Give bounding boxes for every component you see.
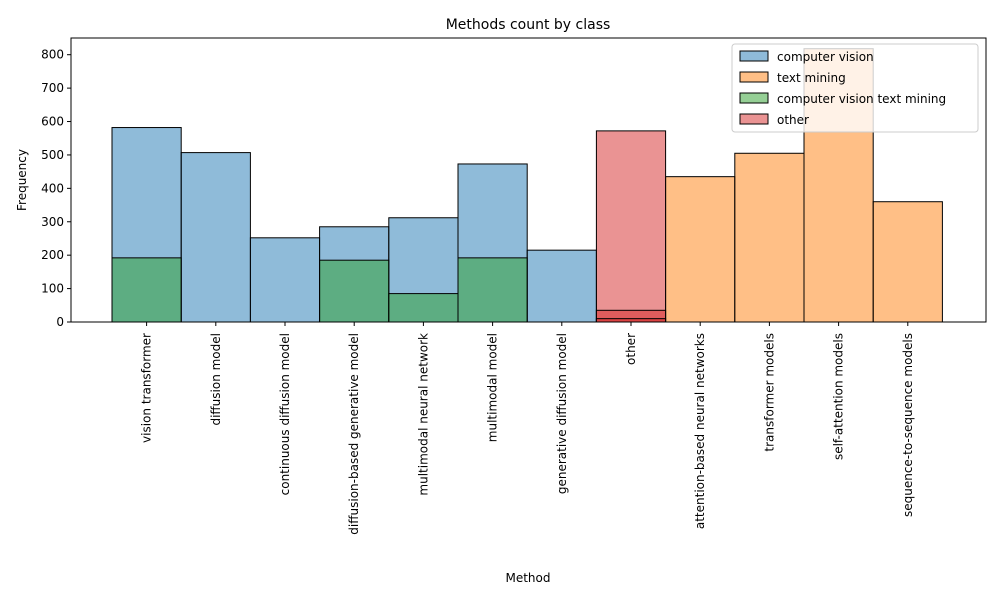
x-tick-label-0: vision transformer [140, 333, 154, 443]
x-tick-label-9: transformer models [762, 333, 776, 452]
bar-computer-vision-2 [249, 237, 321, 323]
legend-swatch-1 [739, 71, 769, 83]
x-tick-label-2: continuous diffusion model [278, 333, 292, 495]
bar-computer-vision-text-mining-3 [319, 259, 390, 323]
legend-label-3: other [777, 113, 809, 127]
bar-computer-vision-text-mining-5 [457, 257, 528, 323]
y-tick-label-400: 400 [41, 181, 64, 195]
x-tick-label-11: sequence-to-sequence models [901, 333, 915, 517]
x-tick-label-10: self-attention models [832, 333, 846, 460]
y-tick-label-100: 100 [41, 282, 64, 296]
y-tick-label-800: 800 [41, 48, 64, 62]
y-tick-label-700: 700 [41, 81, 64, 95]
legend-swatch-3 [739, 113, 769, 125]
legend-label-0: computer vision [777, 50, 874, 64]
x-axis-label: Method [505, 571, 550, 585]
y-axis-label: Frequency [15, 149, 29, 211]
legend-label-2: computer vision text mining [777, 92, 946, 106]
axes-layer: 0 100 200 300 400 500 600 700 800 vision transfor… [41, 37, 987, 535]
legend-box [731, 43, 979, 133]
bar-computer-vision-6 [526, 249, 597, 323]
bar-text-mining-11 [872, 201, 943, 323]
legend-swatch-2 [739, 92, 769, 104]
y-tick-label-0: 0 [56, 315, 64, 329]
x-tick-label-6: generative diffusion model [555, 333, 569, 494]
bar-computer-vision-text-mining-4 [388, 293, 459, 323]
x-tick-label-4: multimodal neural network [416, 333, 430, 496]
bar-other-7 [595, 130, 667, 323]
bar-computer-vision-1 [180, 152, 251, 323]
legend-label-1: text mining [777, 71, 846, 85]
bar-computer-vision-text-mining-0 [111, 257, 182, 323]
bar-text-mining-8 [665, 176, 736, 323]
x-tick-label-5: multimodal model [486, 333, 500, 442]
legend-swatch-0 [739, 50, 769, 62]
x-tick-label-3: diffusion-based generative model [347, 333, 361, 535]
x-tick-label-1: diffusion model [209, 333, 223, 426]
legend: computer vision text mining computer visio… [731, 43, 979, 133]
overlay-bar-0-1 [595, 318, 667, 323]
bar-text-mining-9 [734, 152, 805, 323]
y-tick-label-500: 500 [41, 148, 64, 162]
y-tick-label-200: 200 [41, 248, 64, 262]
chart-title: Methods count by class [446, 17, 611, 33]
y-tick-label-300: 300 [41, 215, 64, 229]
y-tick-label-600: 600 [41, 115, 64, 129]
x-tick-label-8: attention-based neural networks [693, 333, 707, 529]
bars-layer [111, 48, 943, 323]
plot-frame [70, 37, 987, 323]
x-tick-label-7: other [624, 333, 638, 365]
